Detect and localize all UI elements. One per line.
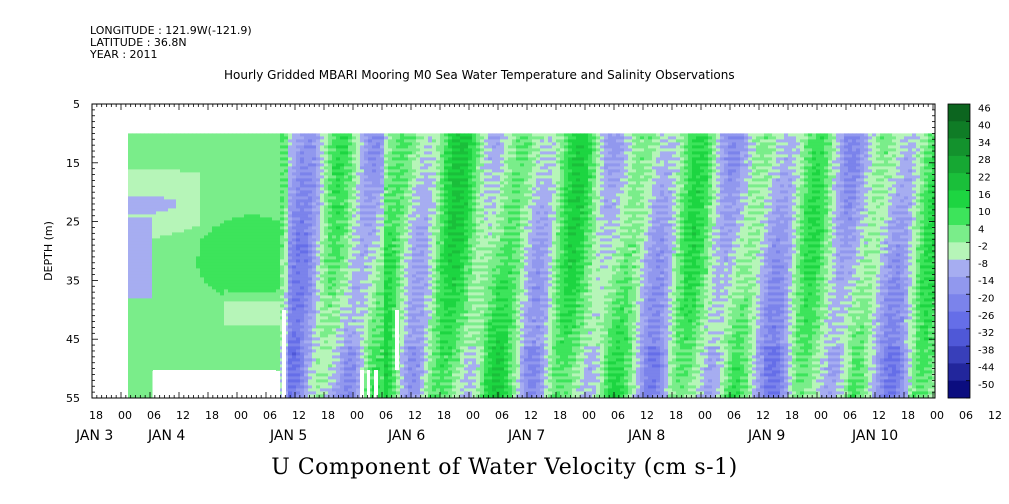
colorbar-segment [948,190,970,208]
x-hour-label: 00 [350,409,364,422]
colorbar-label: -8 [978,259,988,270]
x-hour-label: 18 [669,409,683,422]
x-hour-label: 12 [292,409,306,422]
y-tick-label: 25 [66,216,80,229]
x-hour-label: 06 [263,409,277,422]
colorbar: 46 40 34 28 22 16 10 4 -2 -8 -14 -20 -26 -32 -38 -44 -50 [948,103,994,398]
bottom-title: U Component of Water Velocity (cm s-1) [0,455,1009,480]
x-hour-label: 12 [176,409,190,422]
colorbar-segment [948,121,970,139]
data-gap [153,370,276,398]
colorbar-label: 40 [978,121,991,132]
colorbar-label: -44 [978,363,994,374]
colorbar-label: -20 [978,294,994,305]
colorbar-segment [948,156,970,174]
data-gap [395,310,399,370]
colorbar-segment [948,260,970,278]
x-day-label: JAN 7 [507,428,545,444]
x-hour-label: 06 [379,409,393,422]
x-day-label: JAN 8 [627,428,665,444]
x-hour-label: 06 [727,409,741,422]
colorbar-label: 28 [978,155,991,166]
x-day-label: JAN 3 [75,428,113,444]
data-gap [360,370,364,398]
x-hour-label: 18 [89,409,103,422]
colorbar-segment [948,225,970,243]
x-day-label: JAN 9 [747,428,785,444]
colorbar-segment [948,139,970,157]
x-day-label: JAN 4 [147,428,185,444]
data-gap [282,310,286,398]
x-hour-label: 18 [321,409,335,422]
colorbar-segment [948,208,970,226]
x-hour-label: 12 [872,409,886,422]
y-tick-label: 55 [66,392,80,405]
x-day-label: JAN 10 [851,428,898,444]
x-hour-label: 06 [147,409,161,422]
heatmap-field [128,133,937,401]
x-hour-label: 18 [437,409,451,422]
x-hour-label: 06 [611,409,625,422]
y-tick-label: 5 [73,98,80,111]
data-gap [374,370,378,398]
x-day-label: JAN 5 [269,428,307,444]
colorbar-label: 10 [978,207,991,218]
x-hour-label: 12 [988,409,1002,422]
colorbar-segment [948,381,970,399]
x-day-labels: JAN 3 JAN 4 JAN 5 JAN 6 JAN 7 JAN 8 JAN 9 JAN 1… [75,428,898,444]
y-axis-labels: 5 15 25 35 45 55 [66,98,80,405]
colorbar-label: 16 [978,190,991,201]
colorbar-segment [948,242,970,260]
x-hour-label: 00 [814,409,828,422]
x-hour-label: 00 [118,409,132,422]
y-tick-label: 15 [66,157,80,170]
data-gap [367,370,370,398]
x-hour-labels: 18 00 06 12 18 00 06 12 18 00 06 12 18 00 06 12 18 00 06 12… [89,409,1009,422]
x-hour-label: 00 [582,409,596,422]
x-hour-label: 18 [205,409,219,422]
colorbar-label: -26 [978,311,994,322]
colorbar-label: 22 [978,172,991,183]
x-hour-label: 12 [408,409,422,422]
colorbar-segment [948,363,970,381]
x-hour-label: 06 [495,409,509,422]
colorbar-label: 46 [978,103,991,114]
x-hour-label: 12 [756,409,770,422]
x-hour-label: 00 [698,409,712,422]
x-hour-label: 18 [785,409,799,422]
colorbar-segment [948,277,970,295]
colorbar-label: 4 [978,224,984,235]
x-hour-label: 06 [959,409,973,422]
x-hour-label: 06 [843,409,857,422]
colorbar-label: -14 [978,276,994,287]
x-hour-label: 18 [901,409,915,422]
x-hour-label: 00 [234,409,248,422]
x-hour-label: 00 [930,409,944,422]
colorbar-label: -38 [978,345,994,356]
y-tick-label: 45 [66,333,80,346]
x-hour-label: 00 [466,409,480,422]
colorbar-label: -50 [978,380,994,391]
colorbar-segment [948,294,970,312]
colorbar-segment [948,312,970,330]
colorbar-segment [948,346,970,364]
y-tick-label: 35 [66,274,80,287]
colorbar-segment [948,173,970,191]
colorbar-label: -2 [978,242,988,253]
x-hour-label: 12 [524,409,538,422]
x-hour-label: 18 [553,409,567,422]
colorbar-label: -32 [978,328,994,339]
x-day-label: JAN 6 [387,428,425,444]
y-axis-title: DEPTH (m) [42,221,55,281]
colorbar-label: 34 [978,138,991,149]
colorbar-segment [948,104,970,122]
x-hour-label: 12 [640,409,654,422]
colorbar-segment [948,329,970,347]
